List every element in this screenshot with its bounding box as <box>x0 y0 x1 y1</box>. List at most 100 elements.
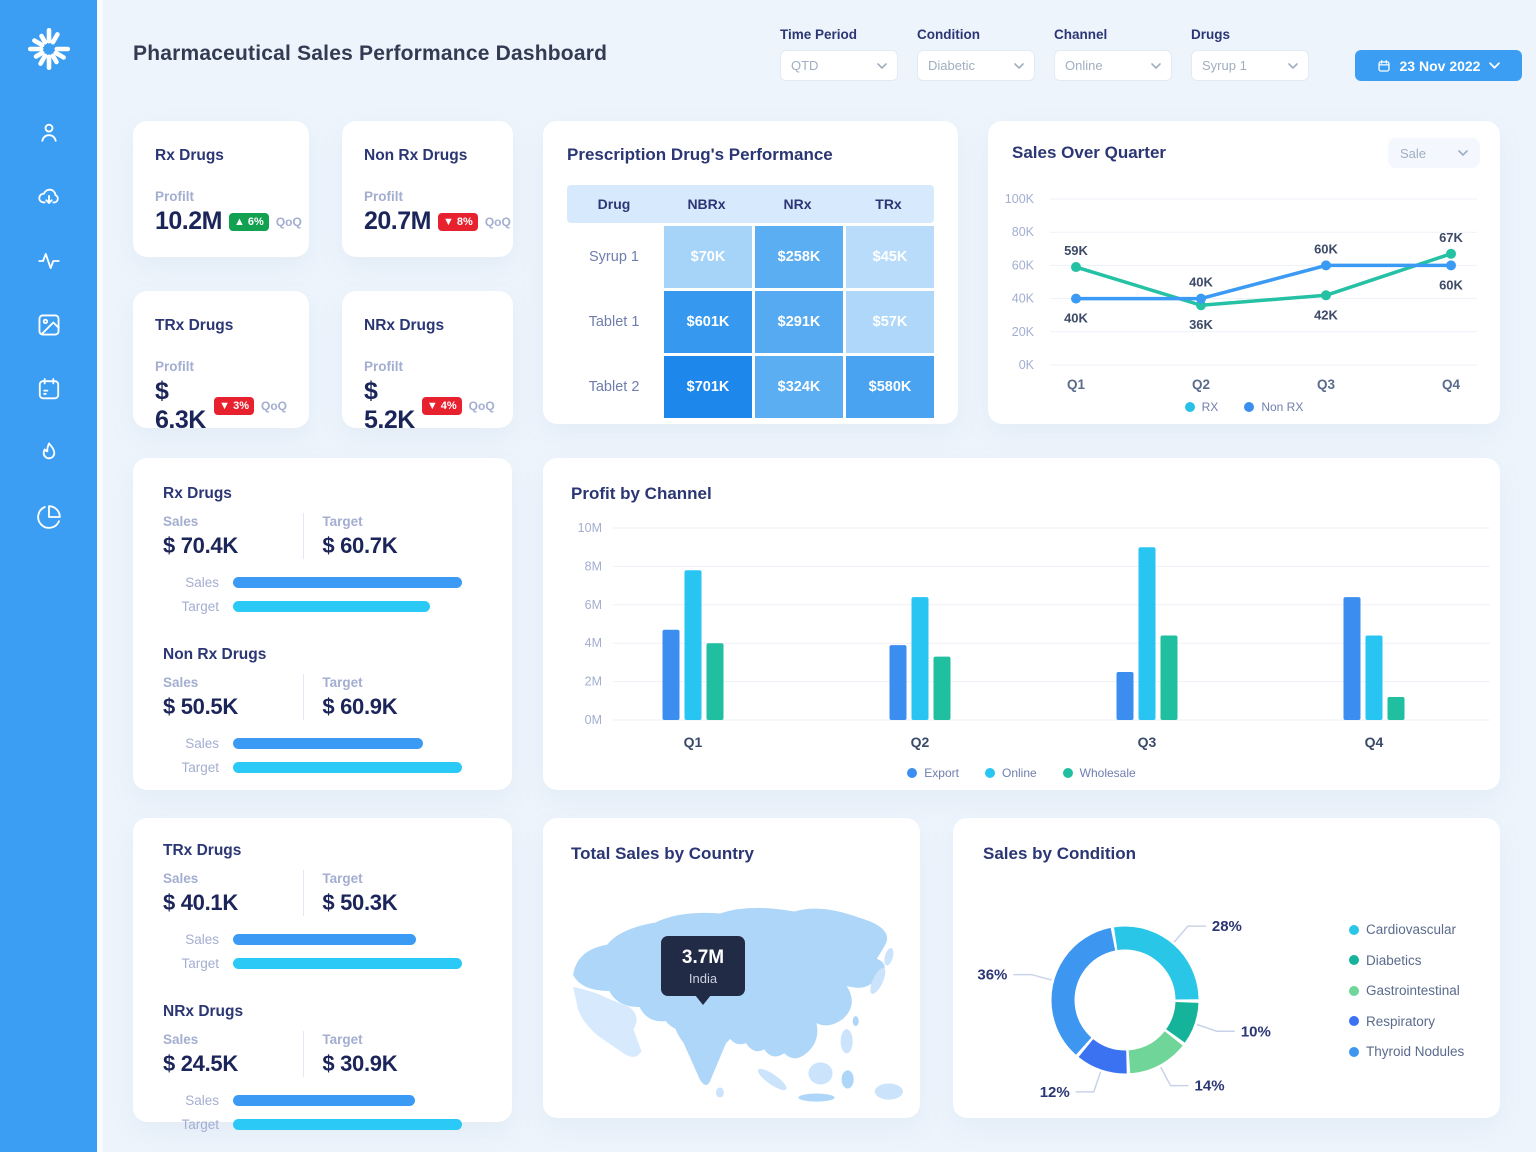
sidebar <box>0 0 103 1152</box>
sales-target-section: TRx Drugs Sales $ 40.1K Target $ 50.3K Sal… <box>163 842 482 971</box>
legend-dot-icon <box>1062 768 1073 778</box>
card-title: Sales by Condition <box>983 844 1137 863</box>
svg-text:Q4: Q4 <box>1365 734 1384 750</box>
drug-name: Tablet 1 <box>588 314 640 330</box>
user-icon <box>40 123 57 142</box>
target-value: $ 60.9K <box>322 693 398 719</box>
sidebar-item-media[interactable] <box>36 312 62 338</box>
column-header: Drug <box>597 196 631 212</box>
flame-icon <box>42 442 55 460</box>
svg-text:4M: 4M <box>585 636 602 650</box>
svg-text:2M: 2M <box>585 675 602 689</box>
sidebar-item-calendar[interactable] <box>36 376 62 402</box>
kpi-card-trx-drugs: TRx Drugs Profilt $ 6.3K ▼ 3% QoQ <box>133 291 309 434</box>
filter-label: Time Period <box>780 27 858 42</box>
kpi-metric-label: Profilt <box>364 189 403 204</box>
sales-value: $ 70.4K <box>163 532 238 558</box>
bar <box>889 645 907 720</box>
asia-map[interactable] <box>557 894 907 1111</box>
prescription-performance-card: Prescription Drug's Performance Drug NBRx… <box>543 121 958 424</box>
svg-text:Q3: Q3 <box>1138 734 1157 750</box>
heatmap-cell: $45K <box>846 226 934 288</box>
kpi-metric-label: Profilt <box>155 189 194 204</box>
time-period-select[interactable]: QTD <box>780 50 898 81</box>
legend-item: Non RX <box>1244 400 1303 414</box>
bar-chart: 0M 2M 4M 6M 8M 10M Q1 Q2 Q3 Q4 <box>543 518 1500 760</box>
sales-value: $ 40.1K <box>163 889 238 915</box>
date-picker-button[interactable]: 23 Nov 2022 <box>1355 50 1522 81</box>
sidebar-item-activity[interactable] <box>36 248 62 274</box>
bar <box>662 629 680 720</box>
sidebar-item-trending[interactable] <box>36 440 62 466</box>
divider <box>303 1031 305 1077</box>
svg-text:10%: 10% <box>1241 1023 1271 1040</box>
bar <box>706 643 724 720</box>
svg-text:100K: 100K <box>1005 192 1035 206</box>
donut-slice <box>1051 926 1199 1074</box>
sidebar-nav <box>0 120 97 530</box>
bar <box>1365 635 1383 720</box>
calendar-icon <box>38 378 59 400</box>
kpi-card-nrx-drugs: NRx Drugs Profilt $ 5.2K ▼ 4% QoQ <box>342 291 513 434</box>
kpi-period: QoQ <box>468 399 495 413</box>
kpi-title: TRx Drugs <box>155 317 234 334</box>
chevron-down-icon <box>1151 62 1161 69</box>
kpi-value: $ 5.2K <box>364 377 415 434</box>
heatmap-cell: $258K <box>755 226 843 288</box>
donut-chart: 28% 10% 14% 12% 36% <box>965 876 1335 1123</box>
divider <box>303 870 305 916</box>
table-header: Drug NBRx NRx TRx <box>567 185 934 223</box>
legend-dot-icon <box>1349 955 1359 965</box>
svg-text:8M: 8M <box>585 559 602 573</box>
line-chart: 0K 20K 40K 60K 80K 100K Q1 Q2 Q3 Q4 59K 36K 42K 67K 40… <box>988 181 1500 394</box>
heatmap-cell: $70K <box>664 226 752 288</box>
legend-dot-icon <box>1349 985 1359 996</box>
sidebar-item-reports[interactable] <box>36 504 62 530</box>
table-row: Tablet 2 $701K $324K $580K <box>567 356 934 418</box>
svg-text:42K: 42K <box>1314 307 1338 322</box>
drug-name: Syrup 1 <box>589 249 639 265</box>
chevron-down-icon <box>877 62 887 69</box>
kpi-period: QoQ <box>275 214 302 229</box>
legend-dot-icon <box>1184 402 1195 412</box>
legend-dot-icon <box>984 768 995 778</box>
chevron-down-icon <box>1458 150 1468 156</box>
bar <box>684 570 702 720</box>
donut-slice <box>1051 926 1199 1074</box>
svg-text:14%: 14% <box>1195 1078 1225 1095</box>
svg-text:40K: 40K <box>1012 292 1035 306</box>
card-title: Total Sales by Country <box>571 844 754 863</box>
legend-item: Gastrointestinal <box>1349 983 1464 998</box>
target-value: $ 50.3K <box>322 889 398 915</box>
drugs-select[interactable]: Syrup 1 <box>1191 50 1309 81</box>
sales-bar <box>233 934 416 945</box>
svg-text:80K: 80K <box>1012 225 1035 239</box>
filter-label: Drugs <box>1191 27 1231 42</box>
heatmap-cell: $580K <box>846 356 934 418</box>
delta-badge: ▲ 6% <box>228 212 269 231</box>
map-tooltip: 3.7M India <box>661 936 745 1005</box>
sale-metric-select[interactable]: Sale <box>1388 138 1480 168</box>
target-bar <box>233 762 463 773</box>
profit-by-channel-card: Profit by Channel 0M 2M 4M 6M 8M 10M Q1 Q2 Q3 Q4 … <box>543 458 1500 790</box>
chevron-down-icon <box>1288 62 1298 69</box>
sales-target-card-trx: TRx Drugs Sales $ 40.1K Target $ 50.3K Sal… <box>133 818 512 1132</box>
kpi-card-rx-drugs: Rx Drugs Profilt 10.2M ▲ 6% QoQ <box>133 121 309 257</box>
channel-select[interactable]: Online <box>1054 50 1172 81</box>
legend-dot-icon <box>1349 1016 1359 1026</box>
svg-text:6M: 6M <box>585 598 602 612</box>
condition-select[interactable]: Diabetic <box>917 50 1035 81</box>
legend-item: Online <box>984 766 1037 780</box>
total-sales-by-country-card: Total Sales by Country 3.7M India <box>543 818 920 1118</box>
sidebar-item-profile[interactable] <box>36 120 62 146</box>
kpi-period: QoQ <box>484 214 511 229</box>
bar <box>1343 597 1361 720</box>
sales-target-card-rx: Rx Drugs Sales $ 70.4K Target $ 60.7K Sale… <box>133 458 512 790</box>
bar <box>1160 635 1178 720</box>
sidebar-item-downloads[interactable] <box>36 184 62 210</box>
chart-legend: RX Non RX <box>988 400 1500 414</box>
donut-slice <box>1051 926 1199 1074</box>
filter-label: Channel <box>1054 27 1108 42</box>
bar <box>1387 696 1405 720</box>
sales-target-section: NRx Drugs Sales $ 24.5K Target $ 30.9K Sal… <box>163 1003 482 1132</box>
